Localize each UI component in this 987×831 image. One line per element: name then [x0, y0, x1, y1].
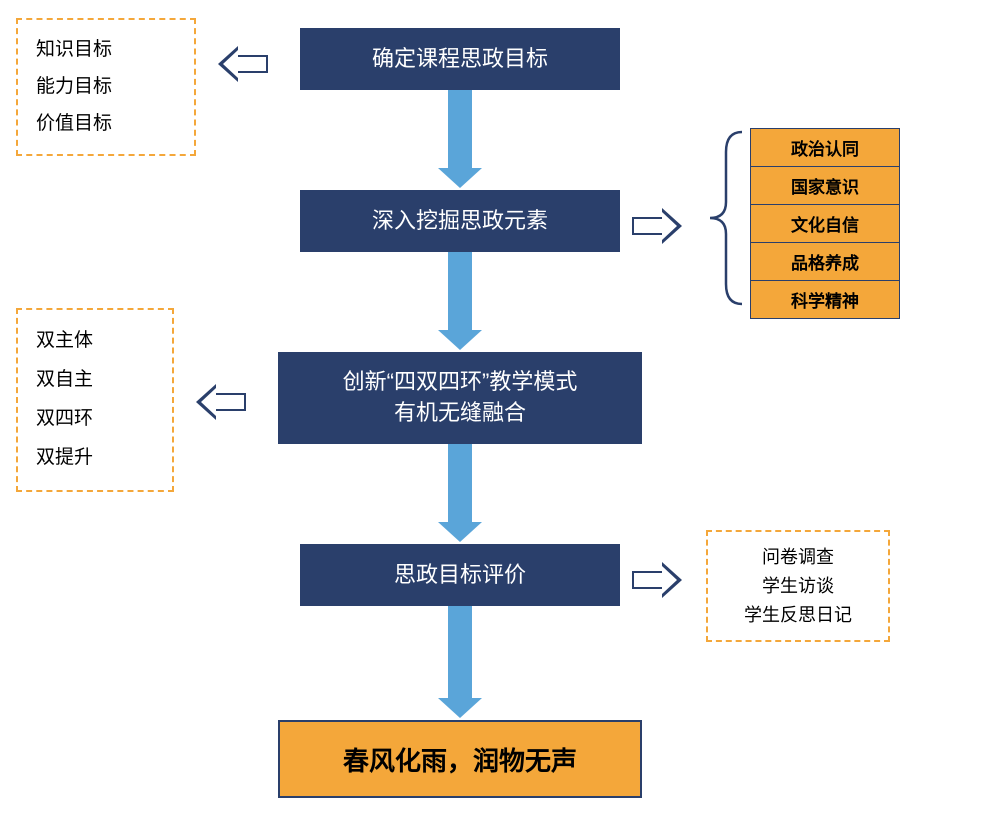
- side-box-bottom-right: 问卷调查 学生访谈 学生反思日记: [706, 530, 890, 642]
- final-box: 春风化雨，润物无声: [278, 720, 642, 798]
- down-arrow-2: [448, 252, 472, 348]
- side-box-ml-item: 双四环: [36, 401, 154, 437]
- down-arrow-1: [448, 90, 472, 186]
- side-box-ml-item: 双自主: [36, 362, 154, 398]
- side-box-br-item: 问卷调查: [726, 544, 870, 571]
- bracket-cell: 国家意识: [750, 167, 900, 205]
- side-box-tl-item: 能力目标: [36, 69, 176, 105]
- step-box-2-label: 深入挖掘思政元素: [372, 206, 548, 237]
- step-box-1-label: 确定课程思政目标: [372, 44, 548, 75]
- bracket-cell: 品格养成: [750, 243, 900, 281]
- side-box-top-left: 知识目标 能力目标 价值目标: [16, 18, 196, 156]
- step-box-3: 创新“四双四环”教学模式 有机无缝融合: [278, 352, 642, 444]
- bracket-cell: 政治认同: [750, 128, 900, 167]
- side-arrow-1: [218, 46, 268, 82]
- bracket-cell: 文化自信: [750, 205, 900, 243]
- down-arrow-3: [448, 444, 472, 540]
- step-box-2: 深入挖掘思政元素: [300, 190, 620, 252]
- flowchart-canvas: 确定课程思政目标 深入挖掘思政元素 创新“四双四环”教学模式 有机无缝融合 思政…: [0, 0, 987, 831]
- curly-bracket-icon: [704, 128, 744, 308]
- bracket-list: 政治认同 国家意识 文化自信 品格养成 科学精神: [750, 128, 900, 319]
- side-box-ml-item: 双主体: [36, 323, 154, 359]
- side-box-br-item: 学生访谈: [726, 573, 870, 600]
- side-arrow-4: [632, 562, 682, 598]
- side-box-ml-item: 双提升: [36, 440, 154, 476]
- step-box-4-label: 思政目标评价: [394, 560, 526, 591]
- bracket-cell: 科学精神: [750, 281, 900, 319]
- final-box-label: 春风化雨，润物无声: [343, 741, 577, 778]
- down-arrow-4: [448, 606, 472, 716]
- side-arrow-3: [196, 384, 246, 420]
- step-box-3-line1: 创新“四双四环”教学模式: [343, 367, 578, 398]
- step-box-3-line2: 有机无缝融合: [394, 398, 526, 429]
- step-box-1: 确定课程思政目标: [300, 28, 620, 90]
- side-box-tl-item: 知识目标: [36, 32, 176, 68]
- side-box-tl-item: 价值目标: [36, 106, 176, 142]
- side-box-br-item: 学生反思日记: [726, 602, 870, 629]
- side-box-mid-left: 双主体 双自主 双四环 双提升: [16, 308, 174, 492]
- step-box-4: 思政目标评价: [300, 544, 620, 606]
- side-arrow-2: [632, 208, 682, 244]
